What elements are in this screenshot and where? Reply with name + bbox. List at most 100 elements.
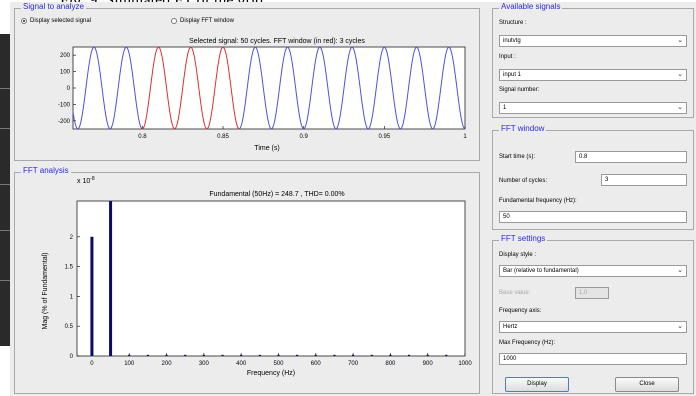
max-freq-input[interactable]: 1000 <box>499 353 687 365</box>
signal-x-tick-label: 0.95 <box>378 134 390 140</box>
fft-x-tick-label: 700 <box>348 361 359 367</box>
fft-analysis-window: Signal to analyze Display selected signa… <box>10 2 696 396</box>
display-signal-radio[interactable]: Display selected signal <box>21 18 91 24</box>
fft-exponent: x 10-8 <box>77 176 95 185</box>
fft-x-tick-label: 0 <box>90 361 94 367</box>
fft-x-tick-label: 800 <box>385 361 396 367</box>
display-signal-label: Display selected signal <box>30 18 92 24</box>
fft-y-tick-label: 1.5 <box>65 265 74 271</box>
fft-bar <box>314 354 317 356</box>
fft-x-tick-label: 100 <box>124 361 135 367</box>
signal-y-tick-label: 100 <box>60 70 71 76</box>
input-label: Input : <box>499 54 516 60</box>
chevron-down-icon[interactable]: ⌄ <box>677 267 683 274</box>
signal-x-tick-label: 0.9 <box>300 134 309 140</box>
strip-divider <box>0 280 10 281</box>
fft-y-tick-label: 1 <box>70 294 74 300</box>
fft-panel: FFT analysis x 10-8 Fundamental (50Hz) =… <box>14 166 480 394</box>
radio-selected-icon[interactable] <box>21 18 27 24</box>
strip-divider <box>0 230 10 231</box>
chevron-down-icon[interactable]: ⌄ <box>677 104 683 111</box>
available-signals-title: Available signals <box>499 2 563 11</box>
signal-x-tick-label: 0.85 <box>217 134 229 140</box>
input-select[interactable]: input 1 ⌄ <box>499 69 687 81</box>
structure-value: inutvtg <box>503 38 521 44</box>
fft-bar <box>240 354 243 356</box>
fft-y-tick-label: 0 <box>70 354 74 360</box>
signal-number-select[interactable]: 1 ⌄ <box>499 102 687 114</box>
signal-series-line <box>239 47 465 129</box>
cycles-input[interactable]: 3 <box>601 174 687 186</box>
chevron-down-icon[interactable]: ⌄ <box>677 71 683 78</box>
display-style-value: Bar (relative to fundamental) <box>503 268 579 274</box>
fft-bar <box>426 354 429 356</box>
fft-bar <box>389 354 392 356</box>
fft-axes-box <box>76 200 466 357</box>
fft-bar <box>90 236 94 356</box>
signal-y-tick-label: -100 <box>58 102 71 108</box>
signal-waves <box>73 47 465 129</box>
fft-x-tick-label: 200 <box>162 361 173 367</box>
strip-divider <box>0 184 10 185</box>
display-style-label: Display style : <box>499 252 537 258</box>
signal-axes-box <box>72 46 466 130</box>
fft-plot-title: Fundamental (50Hz) = 248.7 , THD= 0.00% <box>209 191 344 198</box>
freq-axis-select[interactable]: Hertz ⌄ <box>499 321 687 333</box>
fft-bar <box>184 354 187 356</box>
fft-bar <box>128 354 131 356</box>
fft-window-title: FFT window <box>499 124 547 133</box>
fft-x-tick-label: 600 <box>311 361 322 367</box>
available-signals-panel: Available signals Structure : inutvtg ⌄ … <box>492 2 694 118</box>
signal-xlabel: Time (s) <box>254 145 279 152</box>
fft-x-tick-label: 400 <box>236 361 247 367</box>
display-button[interactable]: Display <box>505 377 569 392</box>
close-button[interactable]: Close <box>615 377 679 392</box>
signal-plot: Selected signal: 50 cycles. FFT window (… <box>58 38 467 152</box>
signal-number-value: 1 <box>503 105 507 111</box>
signal-panel-title: Signal to analyze <box>21 2 86 11</box>
signal-y-tick-label: 0 <box>67 86 71 92</box>
fft-x-tick-label: 900 <box>423 361 434 367</box>
fft-bar <box>146 354 149 356</box>
base-value-label: Base value: <box>499 290 531 296</box>
fft-bar <box>351 354 355 356</box>
fft-x-tick-label: 1000 <box>458 361 472 367</box>
start-time-label: Start time (s): <box>499 154 536 160</box>
fft-bar <box>407 354 411 356</box>
fft-x-tick-label: 300 <box>199 361 210 367</box>
fft-plot: x 10-8 Fundamental (50Hz) = 248.7 , THD=… <box>42 176 472 377</box>
fft-x-tick-label: 500 <box>273 361 284 367</box>
start-time-input[interactable]: 0.8 <box>575 151 687 163</box>
display-style-select[interactable]: Bar (relative to fundamental) ⌄ <box>499 265 687 277</box>
signal-number-label: Signal number: <box>499 87 540 93</box>
fft-bar <box>296 354 299 356</box>
fft-bar <box>333 354 336 356</box>
max-freq-label: Max Frequency (Hz): <box>499 340 556 346</box>
signal-series-line <box>73 47 143 129</box>
fft-bar <box>109 201 113 356</box>
signal-panel: Signal to analyze Display selected signa… <box>14 2 480 161</box>
fft-ylabel: Mag (% of Fundamental) <box>42 252 49 329</box>
signal-y-tick-label: 200 <box>60 53 71 59</box>
input-value: input 1 <box>503 72 522 78</box>
fft-y-tick-label: 2 <box>70 235 74 241</box>
strip-divider <box>0 88 10 89</box>
chevron-down-icon[interactable]: ⌄ <box>677 37 683 44</box>
fft-bar <box>221 354 224 356</box>
fft-bar <box>165 354 168 356</box>
radio-unselected-icon[interactable] <box>171 18 177 24</box>
fft-bar <box>370 354 373 356</box>
base-value-input[interactable]: 1.0 <box>575 287 609 299</box>
fft-bar <box>202 354 205 356</box>
signal-y-tick-label: -200 <box>58 119 71 125</box>
fft-window-panel: FFT window Start time (s): 0.8 Number of… <box>492 124 694 230</box>
chevron-down-icon[interactable]: ⌄ <box>677 323 683 330</box>
structure-select[interactable]: inutvtg ⌄ <box>499 35 687 47</box>
fund-freq-input[interactable]: 50 <box>499 211 687 223</box>
fft-settings-panel: FFT settings Display style : Bar (relati… <box>492 234 694 394</box>
signal-x-tick-label: 1 <box>463 134 467 140</box>
signal-x-tick-label: 0.8 <box>138 134 147 140</box>
fft-window-series-line <box>142 47 240 129</box>
display-fft-radio[interactable]: Display FFT window <box>171 18 234 24</box>
display-fft-label: Display FFT window <box>180 18 234 24</box>
